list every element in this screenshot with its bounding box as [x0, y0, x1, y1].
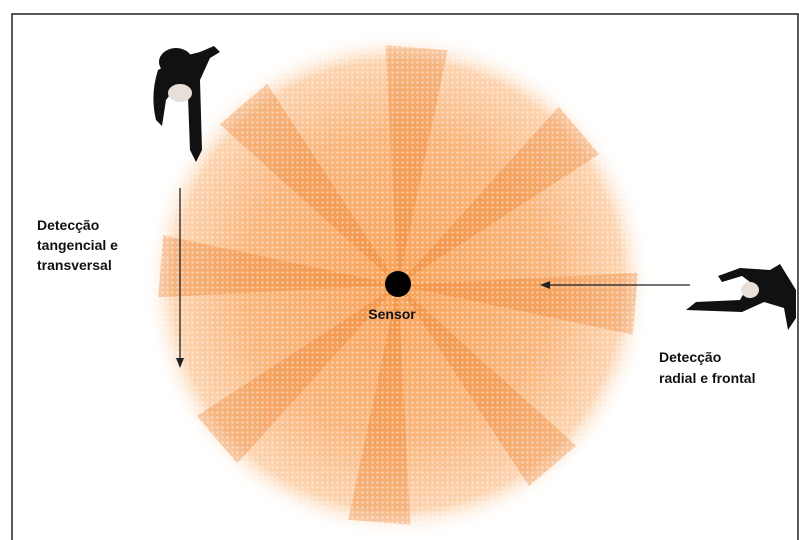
arrow-head	[540, 281, 550, 289]
sensor-label: Sensor	[368, 306, 416, 322]
left-label: transversal	[37, 257, 112, 273]
right-label: Detecção	[659, 349, 721, 365]
left-label: Detecção	[37, 217, 99, 233]
person-right	[686, 264, 796, 330]
left-label: tangencial e	[37, 237, 118, 253]
arrow-head	[176, 358, 184, 368]
person-top	[153, 46, 220, 162]
sensor	[385, 271, 411, 297]
right-label: radial e frontal	[659, 370, 755, 386]
